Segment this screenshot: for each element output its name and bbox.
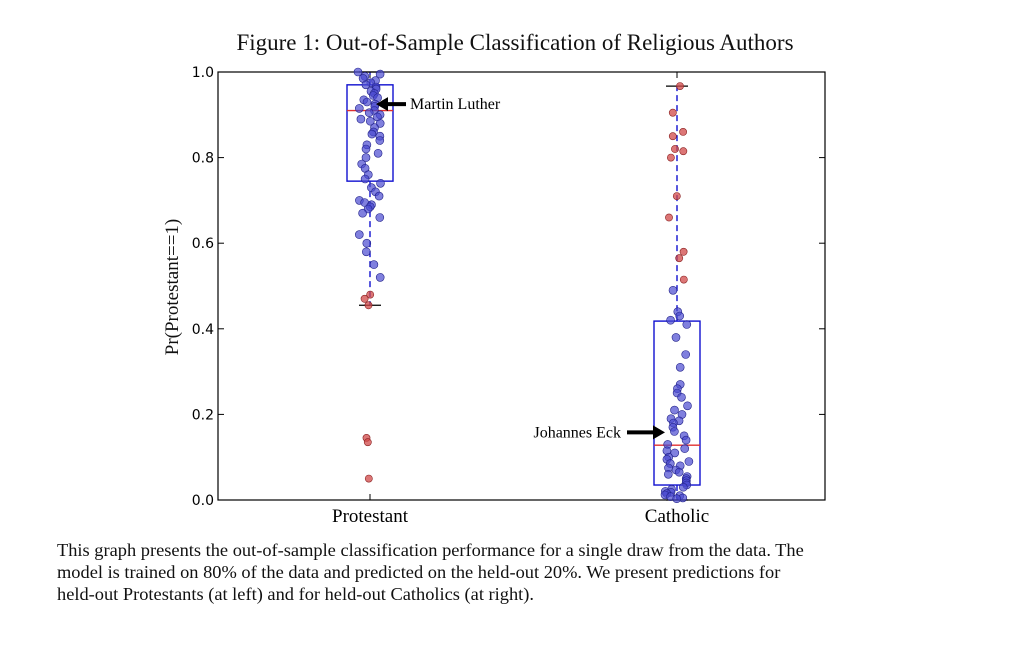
figure-title: Figure 1: Out-of-Sample Classification o…	[236, 30, 794, 55]
data-point-correct	[375, 119, 385, 128]
data-point-misclassified	[679, 275, 688, 284]
data-point-misclassified	[364, 301, 373, 310]
data-point-correct	[681, 435, 691, 445]
data-point-correct	[375, 213, 385, 222]
caption-line: model is trained on 80% of the data and …	[57, 562, 781, 582]
data-point-correct	[373, 149, 383, 158]
data-point-correct	[675, 362, 685, 372]
annotation-label: Martin Luther	[410, 96, 501, 113]
data-point-misclassified	[675, 254, 684, 263]
y-axis-label: Pr(Protestant==1)	[162, 219, 183, 355]
data-point-correct	[358, 208, 367, 218]
data-point-misclassified	[665, 213, 673, 222]
annotation-arrowhead	[653, 425, 665, 440]
boxplot-chart: 0.0 0.2 0.4 0.6 0.8 1.0 Protestant Catholic Mart…	[162, 65, 826, 527]
figure-caption: This graph presents the out-of-sample cl…	[57, 539, 987, 605]
data-point-misclassified	[668, 132, 677, 141]
data-point-correct	[354, 104, 364, 113]
data-point-correct	[678, 482, 688, 492]
y-tick-label: 1.0	[192, 65, 214, 81]
data-point-correct	[670, 448, 680, 458]
data-point-correct	[361, 144, 371, 154]
data-point-misclassified	[364, 474, 373, 483]
data-point-misclassified	[360, 294, 369, 303]
y-tick-label: 0.0	[192, 493, 214, 509]
box	[653, 320, 701, 486]
data-point-correct	[361, 247, 371, 257]
data-point-misclassified	[668, 108, 677, 117]
y-tick-label: 0.2	[192, 407, 214, 423]
data-point-misclassified	[679, 147, 688, 156]
data-point-correct	[362, 97, 372, 107]
x-tick-label: Protestant	[332, 506, 409, 527]
annotation-arrowhead	[376, 97, 388, 112]
data-point-correct	[668, 285, 678, 295]
data-point-correct	[365, 116, 375, 126]
data-point-correct	[677, 392, 686, 402]
annotation-label: Johannes Eck	[533, 424, 621, 441]
data-point-correct	[683, 401, 692, 411]
caption-line: This graph presents the out-of-sample cl…	[57, 540, 804, 560]
data-point-correct	[670, 405, 679, 415]
data-point-misclassified	[667, 153, 675, 162]
y-tick-label: 0.4	[192, 322, 214, 338]
plot-frame	[217, 71, 826, 501]
data-point-correct	[375, 136, 385, 145]
data-point-correct	[361, 153, 371, 162]
data-point-correct	[376, 179, 385, 188]
data-point-correct	[681, 350, 691, 359]
data-point-correct	[374, 191, 384, 201]
data-point-misclassified	[671, 145, 679, 153]
y-tick-label: 0.8	[192, 151, 214, 167]
data-point-correct	[354, 230, 364, 239]
data-point-misclassified	[679, 247, 688, 256]
data-point-correct	[682, 320, 692, 329]
data-point-correct	[684, 457, 694, 466]
data-point-correct	[675, 311, 685, 321]
data-point-correct	[672, 494, 682, 504]
data-point-correct	[680, 444, 690, 453]
data-point-correct	[356, 114, 366, 124]
data-point-misclassified	[366, 290, 375, 299]
data-point-correct	[362, 238, 372, 248]
y-tick-label: 0.6	[192, 236, 214, 252]
data-point-misclassified	[363, 438, 372, 447]
data-point-correct	[375, 69, 385, 79]
data-point-correct	[367, 129, 377, 139]
data-point-misclassified	[679, 127, 687, 136]
data-point-correct	[666, 315, 675, 325]
data-point-correct	[375, 273, 385, 282]
data-point-correct	[369, 260, 379, 269]
data-point-misclassified	[672, 192, 681, 200]
data-point-correct	[671, 333, 681, 342]
data-point-correct	[353, 67, 363, 77]
data-point-correct	[364, 108, 374, 117]
data-point-misclassified	[676, 82, 684, 90]
data-point-correct	[670, 427, 679, 436]
caption-line: held-out Protestants (at left) and for h…	[57, 584, 535, 604]
data-point-correct	[360, 174, 370, 184]
data-point-correct	[674, 467, 684, 477]
x-tick-label: Catholic	[645, 506, 709, 527]
data-point-correct	[663, 469, 673, 479]
data-point-correct	[361, 80, 371, 90]
